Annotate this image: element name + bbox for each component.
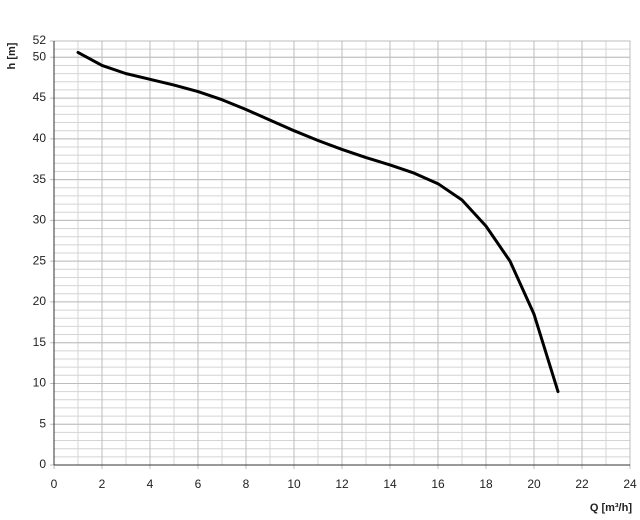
x-tick-label: 10 xyxy=(287,477,301,491)
y-tick-label: 0 xyxy=(39,457,46,471)
x-tick-label: 8 xyxy=(243,477,250,491)
x-tick-label: 24 xyxy=(623,477,637,491)
x-tick-label: 2 xyxy=(99,477,106,491)
y-tick-label: 52 xyxy=(33,33,47,47)
y-tick-label: 10 xyxy=(33,376,47,390)
x-tick-label: 22 xyxy=(575,477,589,491)
x-tick-label: 12 xyxy=(335,477,349,491)
y-tick-label: 25 xyxy=(33,253,47,267)
curve xyxy=(76,50,560,394)
x-tick-label: 18 xyxy=(479,477,493,491)
x-tick-label: 6 xyxy=(195,477,202,491)
y-tick-label: 35 xyxy=(33,172,47,186)
x-tick-label: 4 xyxy=(147,477,154,491)
x-tick-label: 16 xyxy=(431,477,445,491)
x-tick-label: 20 xyxy=(527,477,541,491)
x-tick-label: 14 xyxy=(383,477,397,491)
y-tick-label: 5 xyxy=(39,416,46,430)
y-tick-label: 40 xyxy=(33,131,47,145)
y-tick-label: 50 xyxy=(33,49,47,63)
y-axis-label: h [m] xyxy=(6,42,18,69)
x-axis-label: Q [m³/h] xyxy=(590,502,632,514)
y-tick-label: 45 xyxy=(33,90,47,104)
x-tick-label: 0 xyxy=(51,477,58,491)
y-tick-label: 20 xyxy=(33,294,47,308)
y-tick-label: 30 xyxy=(33,213,47,227)
y-tick-label: 15 xyxy=(33,335,47,349)
